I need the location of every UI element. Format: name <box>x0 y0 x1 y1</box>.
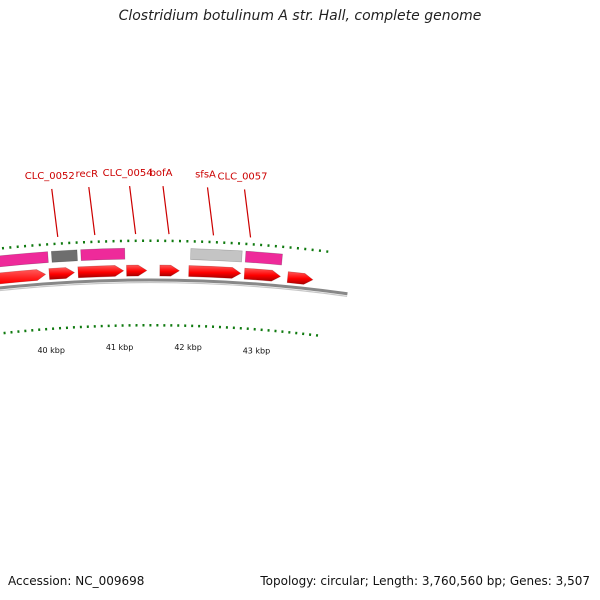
feature-magenta-1 <box>0 251 49 268</box>
feature-magenta-3 <box>244 250 283 266</box>
genome-backbone-shadow <box>0 282 348 297</box>
feature-light-gray <box>190 248 243 263</box>
scale-label: 41 kbp <box>106 343 134 352</box>
genome-title: Clostridium botulinum A str. Hall, compl… <box>118 8 482 24</box>
gene-label-leader <box>88 186 96 236</box>
cds-arrow-6 <box>48 267 76 280</box>
gene-label-leader <box>129 185 137 235</box>
scale-label: 43 kbp <box>243 347 271 356</box>
gene-label: recR <box>76 169 99 180</box>
gene-label-leader <box>206 187 215 236</box>
scale-label: 40 kbp <box>37 346 65 355</box>
feature-dark-gray <box>50 249 78 263</box>
cds-arrow-10 <box>188 265 242 279</box>
cds-arrow-9 <box>159 264 180 277</box>
gene-label: CLC_0057 <box>218 171 268 182</box>
gene-label-leader <box>243 189 252 238</box>
scale-label: 42 kbp <box>174 343 202 352</box>
genome-summary-text: Topology: circular; Length: 3,760,560 bp… <box>260 574 590 588</box>
gene-label: CLC_0052 <box>25 171 75 182</box>
feature-magenta-2 <box>80 247 126 261</box>
gene-label: bofA <box>150 168 173 179</box>
cds-arrow-5 <box>0 269 47 285</box>
genome-backbone <box>0 278 348 296</box>
gene-label: sfsA <box>195 169 216 180</box>
cds-arrow-7 <box>77 265 125 279</box>
accession-text: Accession: NC_009698 <box>8 574 145 588</box>
cds-arrow-8 <box>126 264 148 277</box>
cds-arrow-12 <box>286 271 314 285</box>
gene-label: CLC_0054 <box>103 168 153 179</box>
gene-label-leader <box>162 186 170 235</box>
gene-label-leader <box>51 188 59 237</box>
cds-arrow-11 <box>243 267 282 282</box>
